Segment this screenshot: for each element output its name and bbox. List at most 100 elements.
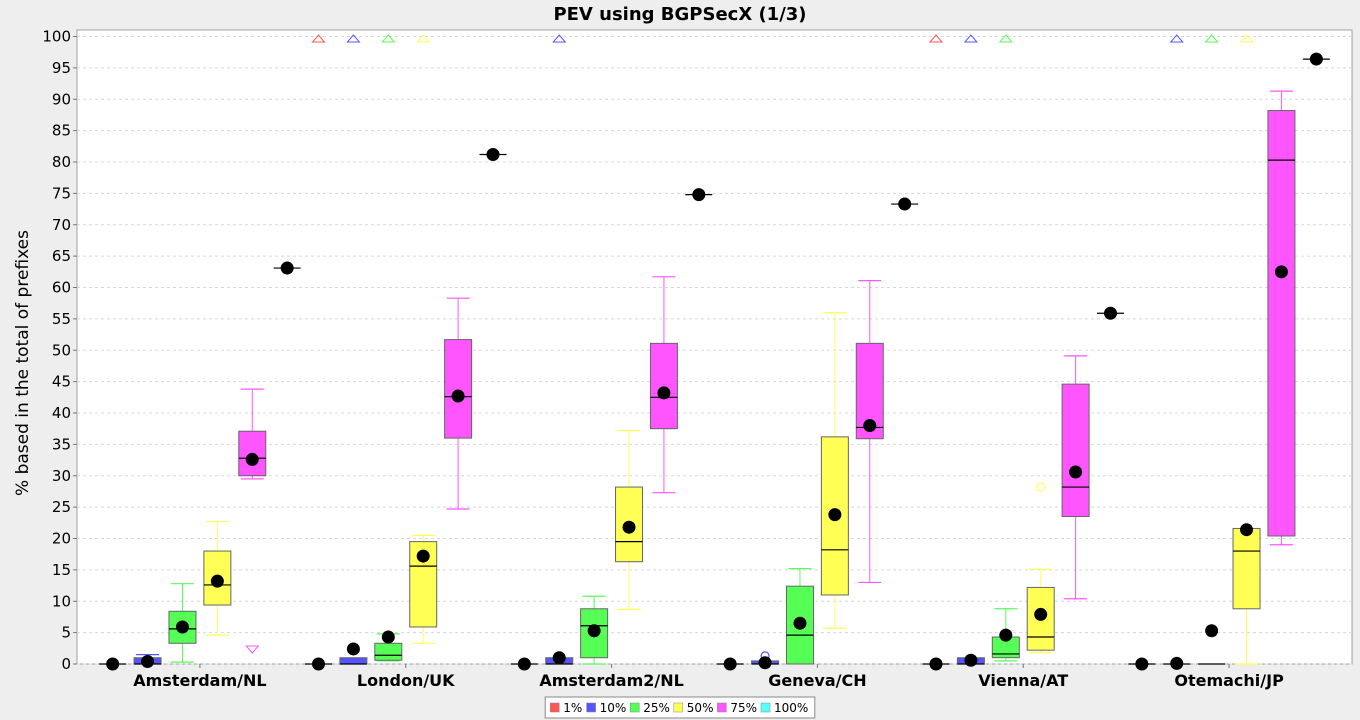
y-axis: 0 5 10 15 20 25 30 35 40 45 50 55 60 65 70 75 80 85 90 95 10… <box>42 28 77 673</box>
box-iqr <box>1232 527 1261 610</box>
box-iqr <box>444 339 473 439</box>
mean-point <box>106 657 120 671</box>
x-tick-label: Amsterdam/NL <box>133 671 266 690</box>
y-tick-label: 25 <box>52 498 71 516</box>
box-100% <box>479 147 507 161</box>
far-out-high-marker <box>963 34 978 43</box>
mean-point <box>999 628 1013 642</box>
mean-point <box>1205 624 1219 638</box>
mean-point <box>828 508 842 522</box>
y-tick-label: 50 <box>52 341 71 359</box>
box-1% <box>1128 657 1156 671</box>
box-10% <box>545 34 574 665</box>
box-iqr <box>203 550 232 606</box>
x-tick-label: Vienna/AT <box>978 671 1068 690</box>
y-tick-label: 55 <box>52 310 71 328</box>
y-tick-label: 0 <box>61 655 71 673</box>
grid-lines <box>77 36 1352 665</box>
mean-point <box>175 620 189 634</box>
box-75% <box>855 279 884 584</box>
box-1% <box>510 657 538 671</box>
x-tick-label: Geneva/CH <box>768 671 866 690</box>
box-75% <box>1267 90 1296 546</box>
far-out-high-marker <box>1169 34 1184 43</box>
mean-point <box>1309 52 1323 66</box>
mean-point <box>1274 265 1288 279</box>
chart-title: PEV using BGPSecX (1/3) <box>553 4 806 25</box>
far-out-high-marker <box>346 34 361 43</box>
box-10% <box>956 34 985 667</box>
box-iqr <box>1061 383 1090 518</box>
mean-point <box>622 520 636 534</box>
mean-point <box>1069 465 1083 479</box>
box-75% <box>1061 355 1090 600</box>
mean-point <box>863 419 877 433</box>
box-100% <box>273 261 301 275</box>
legend-label: 50% <box>687 701 714 715</box>
box-50% <box>1232 34 1261 665</box>
legend-label: 25% <box>643 701 670 715</box>
y-tick-label: 5 <box>61 624 71 642</box>
y-tick-label: 20 <box>52 530 71 548</box>
box-50% <box>409 34 438 644</box>
box-100% <box>891 197 919 211</box>
box-10% <box>751 651 780 670</box>
box-10% <box>1163 34 1191 670</box>
far-out-high-marker <box>311 34 326 43</box>
legend-swatch <box>717 702 727 713</box>
y-tick-label: 35 <box>52 435 71 453</box>
x-tick-label: Otemachi/JP <box>1174 671 1284 690</box>
x-tick-label: London/UK <box>357 671 455 690</box>
mean-point <box>723 657 737 671</box>
legend-swatch <box>673 702 684 713</box>
y-tick-label: 75 <box>52 184 71 202</box>
legend-label: 10% <box>600 701 627 715</box>
box-1% <box>305 34 332 671</box>
mean-point <box>964 653 978 667</box>
box-50% <box>203 520 232 636</box>
box-1% <box>716 657 744 671</box>
y-tick-label: 15 <box>52 561 71 579</box>
mean-point <box>381 630 395 644</box>
box-100% <box>1097 306 1124 320</box>
box-1% <box>922 34 950 671</box>
mean-point <box>280 261 294 275</box>
y-tick-label: 10 <box>52 592 71 610</box>
mean-point <box>929 657 943 671</box>
legend-swatch <box>586 702 596 713</box>
box-10% <box>133 653 162 668</box>
outlier-point <box>1036 482 1046 492</box>
mean-point <box>486 147 500 161</box>
box-iqr <box>649 342 678 430</box>
far-out-high-marker <box>552 34 567 43</box>
x-tick-label: Amsterdam2/NL <box>539 671 683 690</box>
mean-point <box>245 452 259 466</box>
x-axis: Amsterdam/NL London/UK Amsterdam2/NL Geneva… <box>133 664 1284 690</box>
box-75% <box>238 388 267 654</box>
mean-point <box>1240 523 1254 537</box>
box-25% <box>374 34 403 662</box>
box-100% <box>685 188 713 202</box>
y-tick-label: 60 <box>52 279 71 297</box>
y-tick-label: 40 <box>52 404 71 422</box>
box-25% <box>785 568 814 665</box>
legend-swatch <box>629 702 640 713</box>
legend-label: 1% <box>563 701 582 715</box>
box-1% <box>99 657 127 671</box>
far-out-high-marker <box>1204 34 1219 43</box>
far-out-high-marker <box>416 34 431 43</box>
box-100% <box>1302 52 1330 66</box>
y-tick-label: 70 <box>52 216 71 234</box>
y-tick-label: 100 <box>42 28 71 46</box>
mean-point <box>692 188 706 202</box>
far-out-high-marker <box>928 34 944 43</box>
mean-point <box>898 197 912 211</box>
legend: 1% 10% 25% 50% 75% 100% <box>544 696 816 719</box>
mean-point <box>517 657 531 671</box>
mean-point <box>587 624 601 638</box>
far-out-high-marker <box>381 34 396 43</box>
box-50% <box>1026 482 1055 654</box>
legend-label: 100% <box>774 701 808 715</box>
mean-point <box>1034 607 1048 621</box>
